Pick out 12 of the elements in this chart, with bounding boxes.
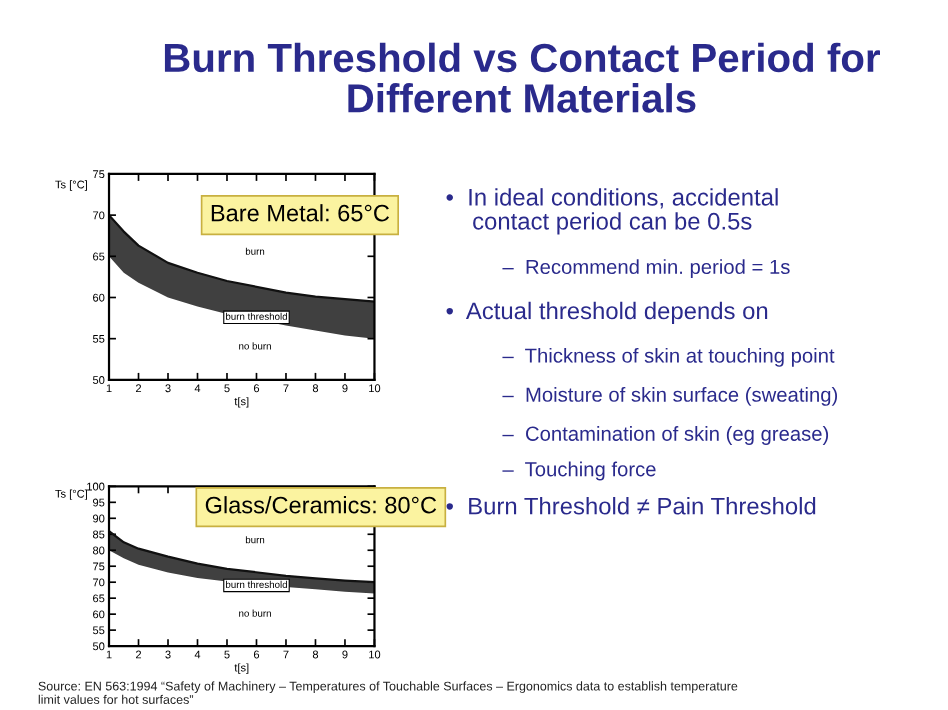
text: • Burn Threshold ≠ Pain Threshold [446,497,816,515]
text: Burn Threshold vs Contact Period for Different Materials [164,42,880,113]
text: – Moisture of skin surface (sweating) [502,386,838,406]
annotation: Glass/Ceramics: 80°C [205,496,437,514]
annotation: Bare Metal: 65°C [211,204,390,222]
text: – Thickness of skin at touching point [502,347,835,367]
text: – Touching force [502,461,656,481]
text: – Recommend min. period = 1s [502,259,790,279]
text: • In ideal conditions, accidental contact period can be 0.5s [446,188,778,235]
text: • Actual threshold depends on [446,301,768,325]
text: – Contamination of skin (eg grease) [502,426,829,445]
line-series [109,529,375,584]
